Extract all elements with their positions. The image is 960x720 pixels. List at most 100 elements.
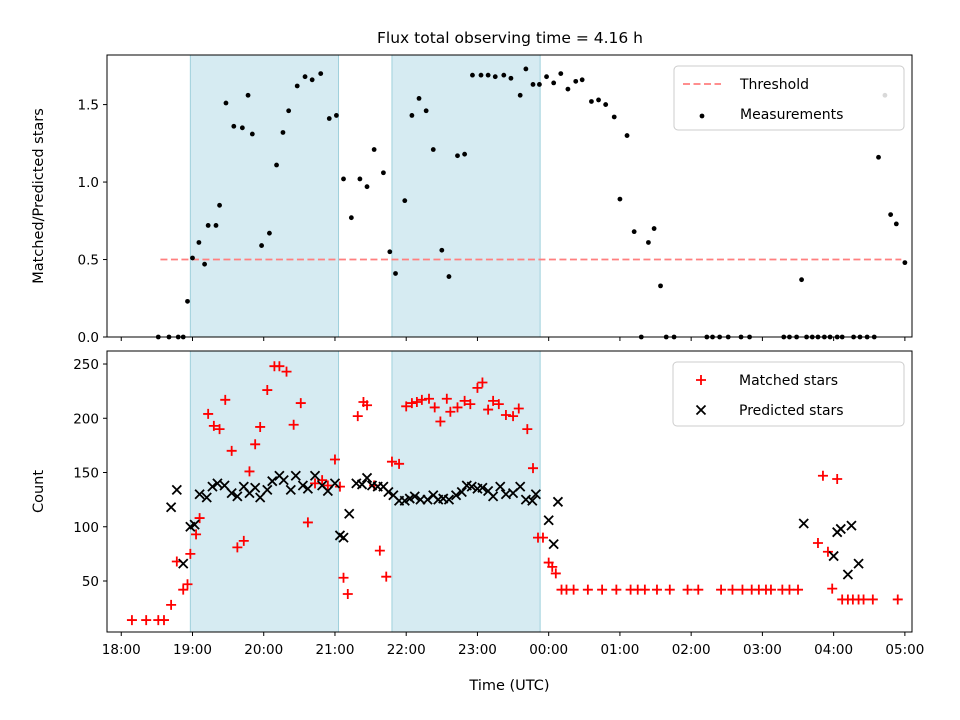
data-point <box>500 410 511 421</box>
data-point <box>485 72 491 78</box>
data-point <box>374 545 385 556</box>
data-point <box>223 100 229 106</box>
data-point <box>352 411 363 422</box>
data-point <box>329 478 341 489</box>
data-point <box>530 489 541 500</box>
data-point <box>202 261 207 267</box>
data-point <box>822 546 833 557</box>
data-point <box>445 406 456 417</box>
y-tick-label: 1.0 <box>78 175 99 191</box>
data-point <box>416 95 422 101</box>
data-point <box>651 584 662 595</box>
data-point <box>278 474 289 486</box>
y-tick-label: 250 <box>73 357 99 373</box>
shaded-interval <box>189 54 340 338</box>
data-point <box>501 72 507 78</box>
data-point <box>190 255 195 261</box>
data-point <box>423 108 429 114</box>
data-point <box>765 584 776 595</box>
data-point <box>799 277 804 283</box>
data-point <box>798 518 809 529</box>
data-point <box>441 393 452 404</box>
data-point <box>439 247 445 253</box>
legend-x-swatch <box>695 404 707 416</box>
data-point <box>573 78 579 84</box>
data-point <box>443 494 455 505</box>
data-point <box>294 83 300 89</box>
data-point <box>565 86 571 92</box>
data-point <box>262 484 273 496</box>
data-point <box>589 99 594 104</box>
data-point <box>178 584 189 595</box>
data-point <box>182 579 193 590</box>
data-point <box>867 594 878 605</box>
y-tick-label: 0.5 <box>78 253 99 269</box>
data-point <box>203 408 214 419</box>
ratio-plot-panel: 0.0 0.5 1.0 1.5 Matched/Predicted stars Thres… <box>31 54 913 346</box>
data-point <box>452 402 463 413</box>
data-point <box>682 584 693 595</box>
data-point <box>356 479 368 490</box>
x-tick-label: 19:00 <box>173 642 212 658</box>
data-point <box>611 584 622 595</box>
data-point <box>466 481 477 492</box>
x-tick-label: 20:00 <box>244 642 283 658</box>
x-axis-label: Time (UTC) <box>468 678 549 694</box>
axes-frame <box>106 54 913 338</box>
data-point <box>558 71 564 76</box>
data-point <box>508 411 519 422</box>
data-point <box>310 478 321 489</box>
data-point <box>220 394 231 405</box>
data-point <box>361 472 373 484</box>
data-point <box>812 538 823 549</box>
data-point <box>309 77 315 83</box>
data-point <box>784 584 795 595</box>
data-point <box>477 377 488 388</box>
data-point <box>523 66 529 72</box>
data-point <box>406 398 417 409</box>
data-point <box>624 133 630 138</box>
data-point <box>446 274 452 279</box>
data-point <box>411 396 422 407</box>
data-point <box>185 298 190 304</box>
x-tick-label: 23:00 <box>458 642 497 658</box>
data-point <box>530 82 536 87</box>
data-point <box>495 481 506 492</box>
x-tick-label: 01:00 <box>600 642 639 658</box>
data-point <box>214 424 225 435</box>
data-point <box>166 599 177 610</box>
series-matched-stars <box>126 361 903 626</box>
data-point <box>334 481 345 492</box>
data-point <box>191 529 202 540</box>
data-point <box>402 198 408 204</box>
data-point <box>226 445 237 456</box>
data-point <box>597 584 608 595</box>
data-point <box>455 153 460 159</box>
legend-label: Predicted stars <box>739 403 844 419</box>
data-point <box>528 463 539 474</box>
data-point <box>364 184 370 190</box>
data-point <box>492 74 498 80</box>
data-point <box>333 113 339 118</box>
data-point <box>846 520 857 531</box>
data-point <box>297 480 309 491</box>
series-measurements <box>155 66 908 340</box>
shaded-interval <box>391 350 541 633</box>
data-point <box>348 215 354 221</box>
data-point <box>267 230 272 236</box>
data-point <box>596 97 601 103</box>
data-point <box>465 399 476 410</box>
data-point <box>828 550 839 562</box>
data-point <box>631 229 637 235</box>
data-point <box>876 154 881 160</box>
data-point <box>213 223 219 228</box>
data-point <box>338 532 349 543</box>
data-point <box>171 484 182 496</box>
data-point <box>357 176 363 182</box>
data-point <box>737 584 748 595</box>
data-point <box>232 542 243 553</box>
data-point <box>288 419 299 430</box>
data-point <box>793 584 804 595</box>
data-point <box>194 513 205 524</box>
